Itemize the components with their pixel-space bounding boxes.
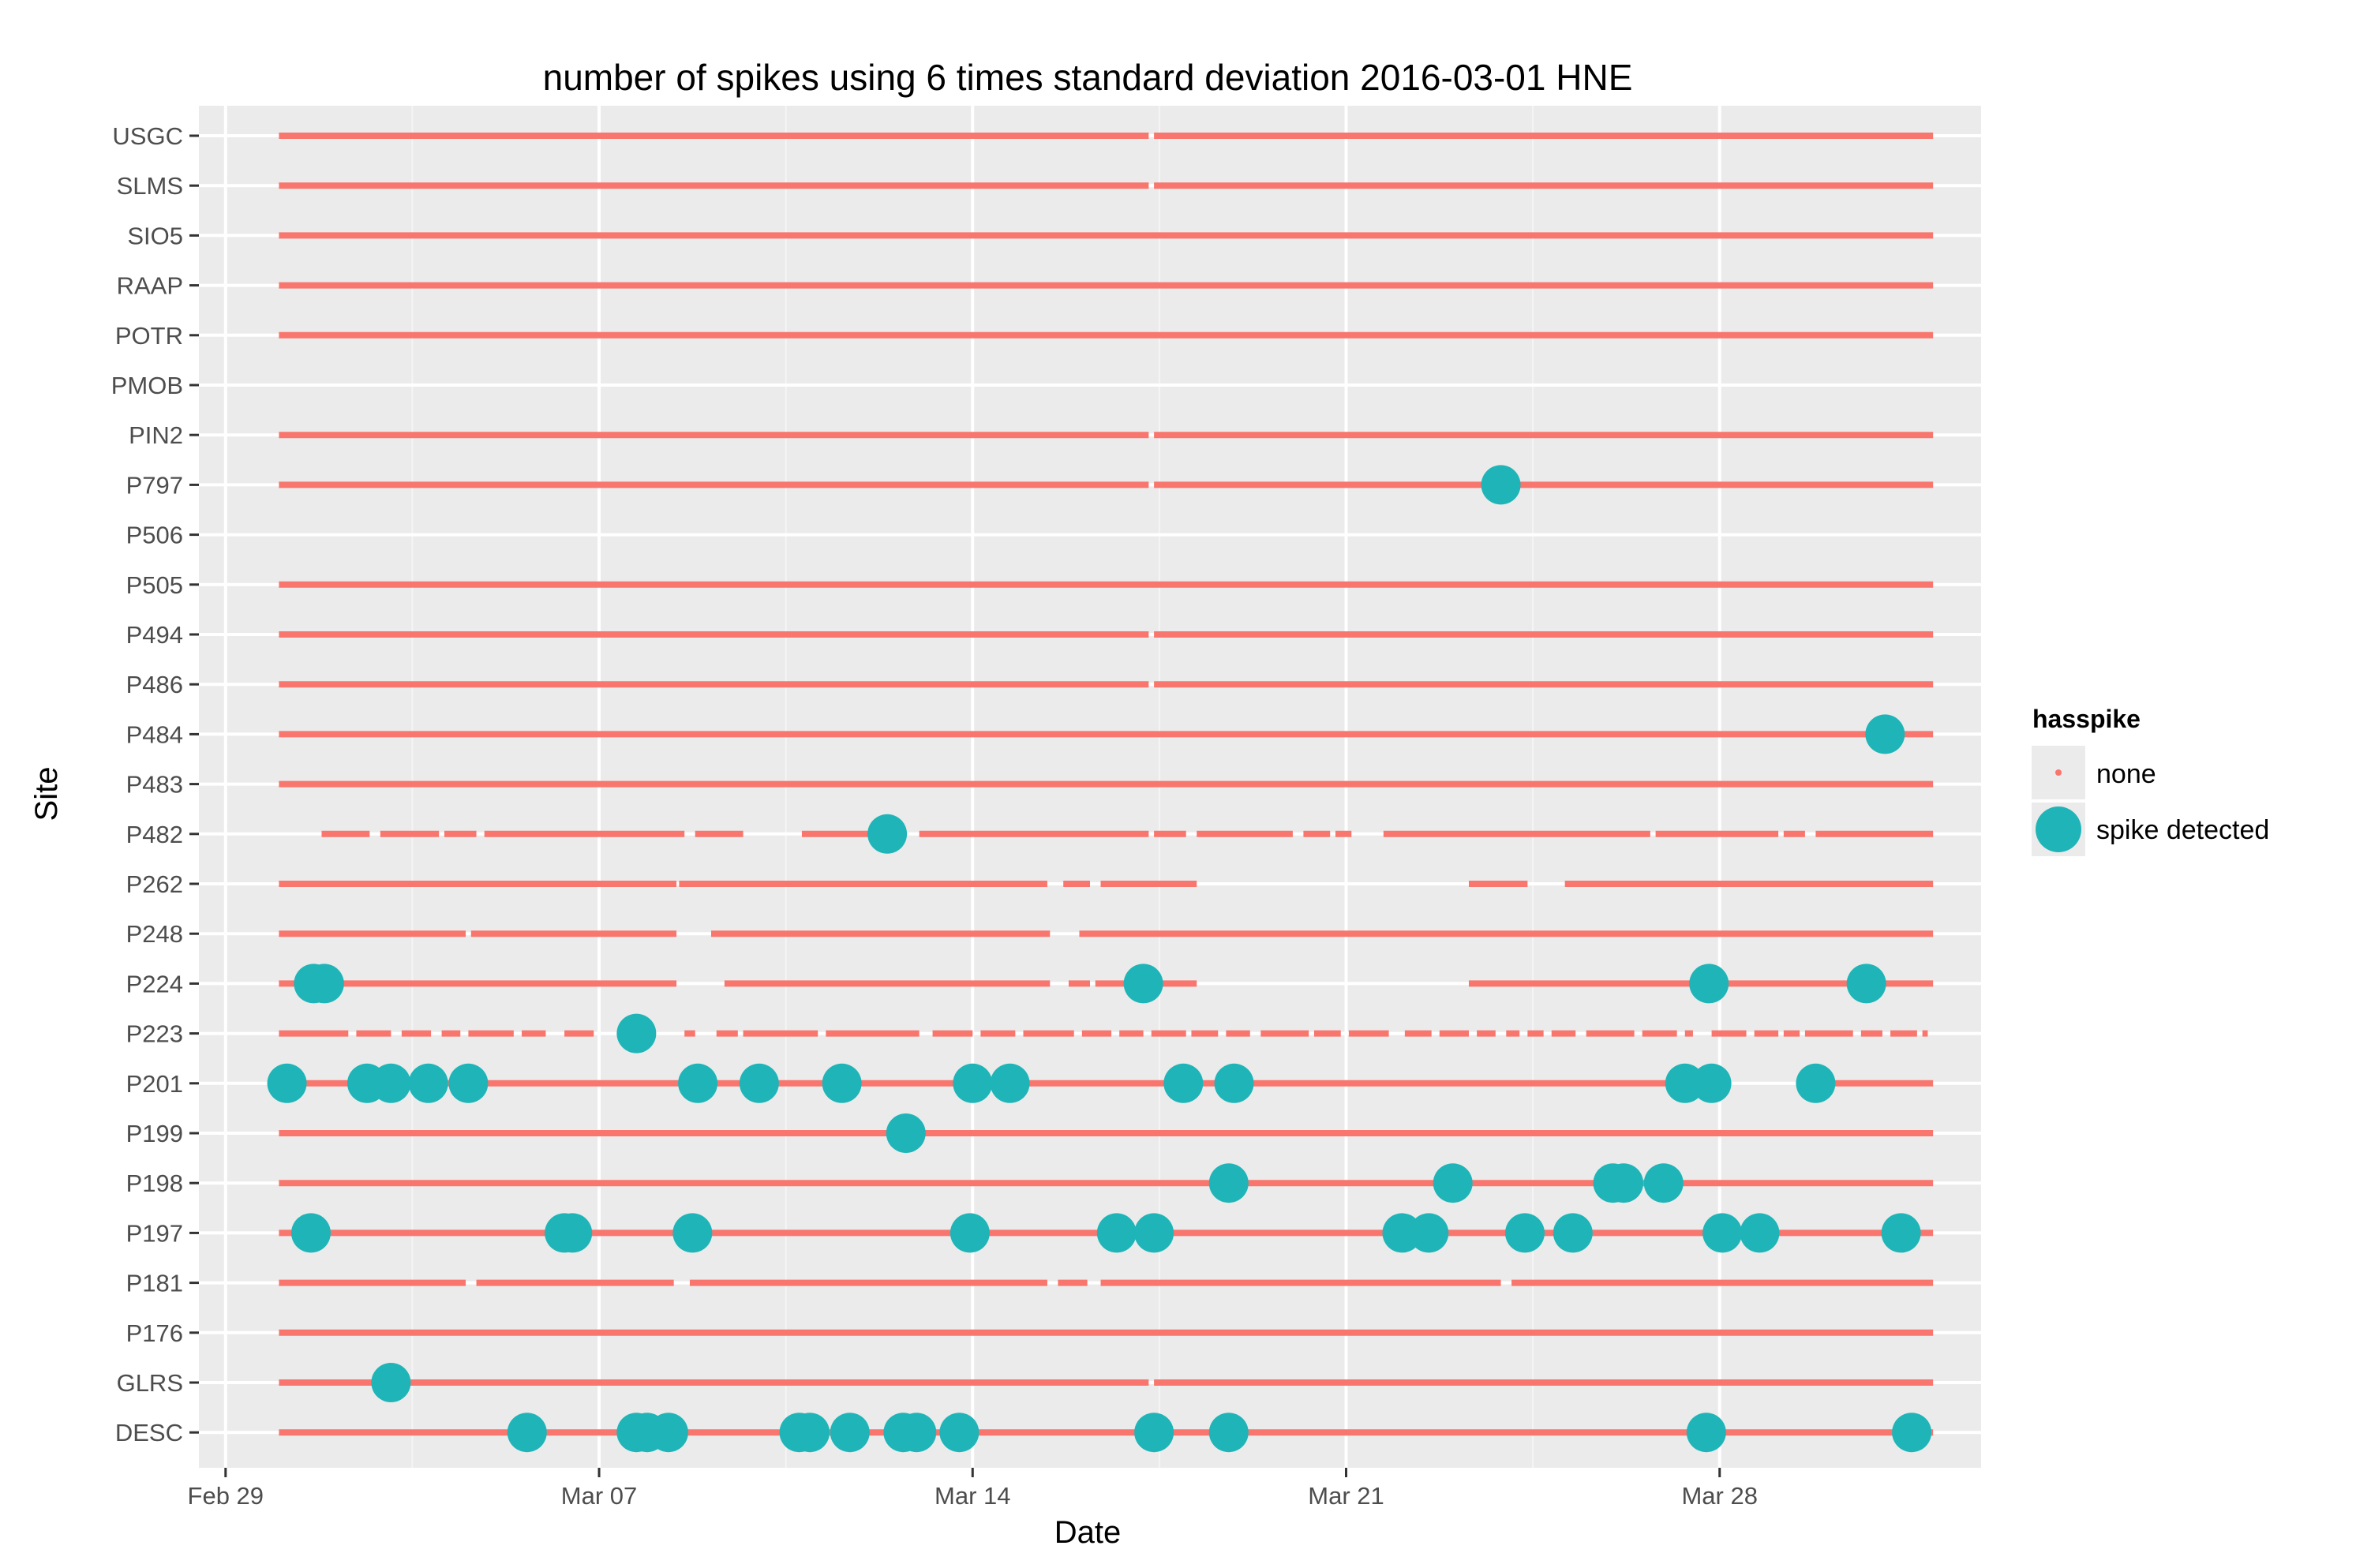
y-tick-label: GLRS [117,1369,183,1397]
y-tick-label: SLMS [117,172,183,200]
legend: hasspike none spike detected [2032,705,2269,856]
spike-point [953,1063,993,1103]
spike-point [448,1063,489,1103]
spike-point [1214,1063,1254,1103]
spike-point [1796,1063,1836,1103]
x-axis: Feb 29 Mar 07 Mar 14 Mar 21 Mar 28 [188,1468,1758,1510]
spike-point [1433,1163,1473,1203]
y-tick-label: P484 [126,720,183,748]
spike-point [1892,1413,1932,1453]
y-tick-label: USGC [112,122,183,150]
y-tick-label: P199 [126,1120,183,1147]
y-tick-label: POTR [115,322,183,350]
spike-point [290,1213,331,1253]
spike-point [1865,714,1905,754]
y-tick-label: P505 [126,571,183,599]
x-tick-label: Mar 28 [1681,1482,1757,1510]
spike-point [822,1063,862,1103]
y-tick-label: P201 [126,1070,183,1098]
x-tick-label: Mar 14 [935,1482,1010,1510]
spike-point [1553,1213,1593,1253]
y-tick-label: P506 [126,522,183,549]
spike-point [1504,1213,1545,1253]
spike-point [1409,1213,1449,1253]
spike-point [678,1063,718,1103]
y-tick-label: P494 [126,621,183,649]
legend-key-spike [2036,806,2081,852]
spike-point [1846,964,1886,1004]
x-tick-label: Feb 29 [188,1482,264,1510]
spike-point [672,1213,713,1253]
spike-point [1604,1163,1644,1203]
y-tick-label: P197 [126,1219,183,1247]
y-tick-label: P198 [126,1169,183,1197]
spike-point [371,1363,411,1402]
spike-point [1208,1163,1249,1203]
y-tick-label: PIN2 [129,421,183,449]
chart-title: number of spikes using 6 times standard … [543,57,1633,98]
x-tick-label: Mar 21 [1308,1482,1384,1510]
spike-point [739,1063,779,1103]
spike-point [1702,1213,1743,1253]
spike-point [1134,1413,1174,1453]
spike-point [648,1413,688,1453]
spike-point [830,1413,870,1453]
y-tick-label: P176 [126,1319,183,1347]
spike-point [1686,1413,1726,1453]
spike-point [990,1063,1030,1103]
y-tick-label: P224 [126,970,183,997]
y-axis-title: Site [29,767,64,821]
legend-key-none [2055,769,2062,776]
spike-point [267,1063,307,1103]
spike-point [1881,1213,1921,1253]
spike-point [1689,964,1729,1004]
spike-point [950,1213,990,1253]
legend-label-none: none [2096,759,2156,789]
spike-series [267,465,1932,1453]
spike-point [304,964,344,1004]
y-axis: USGC SLMS SIO5 RAAP POTR PMOB PIN2 P797 P506 P505… [111,122,199,1446]
y-tick-label: P223 [126,1020,183,1048]
none-series [279,133,1934,1436]
spike-point [408,1063,448,1103]
y-tick-label: RAAP [117,272,183,300]
x-tick-label: Mar 07 [561,1482,637,1510]
spike-point [1643,1163,1684,1203]
spike-point [1096,1213,1137,1253]
spike-point [1134,1213,1174,1253]
spike-point [886,1113,926,1153]
y-tick-label: P248 [126,920,183,948]
y-tick-label: P483 [126,771,183,799]
spike-point [371,1063,411,1103]
spike-point [1163,1063,1204,1103]
x-axis-title: Date [1054,1515,1122,1550]
spike-point [1481,465,1521,505]
y-tick-label: P181 [126,1270,183,1297]
spike-point [897,1413,937,1453]
spike-point [1208,1413,1249,1453]
y-tick-label: P482 [126,821,183,848]
legend-title: hasspike [2032,705,2141,733]
spike-point [790,1413,830,1453]
spike-point [1691,1063,1732,1103]
spike-point [867,814,908,854]
y-tick-label: P262 [126,870,183,898]
spike-point [616,1013,657,1053]
spike-point [939,1413,979,1453]
y-tick-label: P797 [126,471,183,499]
spike-point [552,1213,593,1253]
y-tick-label: SIO5 [127,222,183,249]
y-tick-label: DESC [115,1419,183,1446]
spike-point [1123,964,1163,1004]
spike-point [507,1413,547,1453]
spike-point [1740,1213,1780,1253]
legend-label-spike: spike detected [2096,815,2269,845]
y-tick-label: P486 [126,671,183,698]
y-tick-label: PMOB [111,372,183,399]
